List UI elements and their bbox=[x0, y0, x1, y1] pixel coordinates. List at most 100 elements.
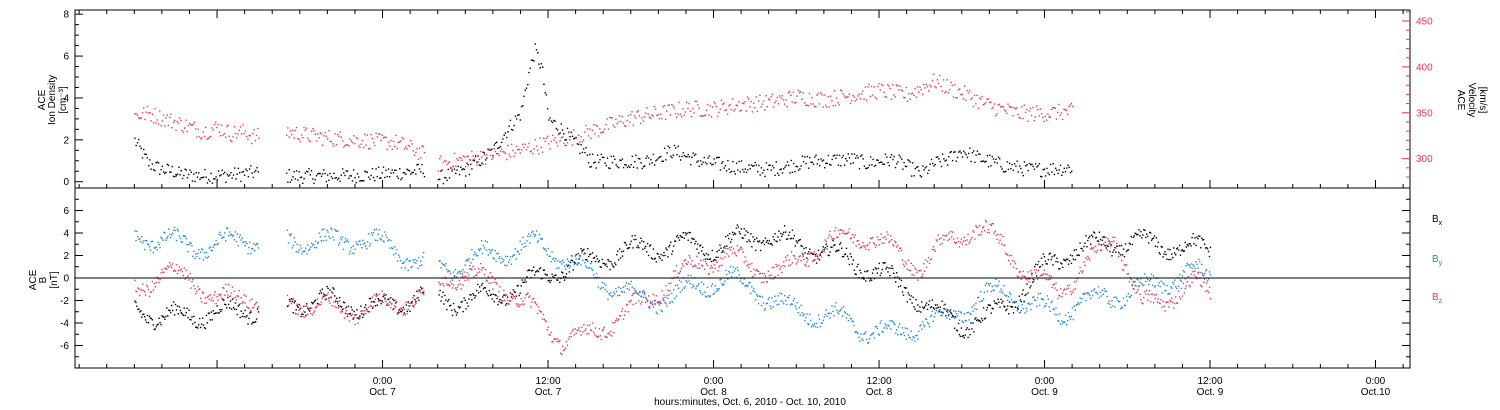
data-point bbox=[175, 173, 177, 176]
data-point bbox=[766, 168, 769, 171]
data-point bbox=[1004, 110, 1007, 112]
data-point bbox=[401, 262, 404, 265]
data-point bbox=[1191, 236, 1193, 239]
data-point bbox=[869, 156, 872, 158]
data-point bbox=[942, 234, 944, 236]
data-point bbox=[851, 99, 853, 102]
data-point bbox=[179, 174, 181, 176]
data-point bbox=[490, 293, 492, 296]
data-point bbox=[238, 236, 240, 238]
data-point bbox=[983, 103, 986, 105]
data-point bbox=[775, 100, 777, 102]
data-point bbox=[658, 304, 660, 306]
data-point bbox=[1092, 246, 1095, 249]
data-point bbox=[398, 308, 401, 311]
data-point bbox=[249, 135, 252, 137]
data-point bbox=[687, 274, 689, 276]
data-point bbox=[1021, 106, 1023, 108]
data-point bbox=[143, 240, 145, 242]
data-point bbox=[377, 298, 379, 300]
top-ylabel-right-2: Velocity bbox=[1466, 83, 1477, 117]
data-point bbox=[909, 337, 911, 339]
data-point bbox=[538, 153, 540, 155]
data-point bbox=[396, 148, 398, 150]
data-point bbox=[291, 179, 293, 181]
data-point bbox=[509, 119, 512, 122]
data-point bbox=[1173, 283, 1175, 285]
data-point bbox=[372, 141, 375, 144]
data-point bbox=[996, 113, 998, 115]
data-point bbox=[536, 269, 539, 272]
data-point bbox=[533, 148, 535, 150]
data-point bbox=[523, 95, 525, 97]
data-point bbox=[718, 156, 720, 159]
data-point bbox=[699, 267, 701, 269]
data-point bbox=[176, 173, 179, 175]
data-point bbox=[1033, 296, 1035, 298]
data-point bbox=[916, 271, 918, 273]
data-point bbox=[940, 311, 942, 313]
data-point bbox=[633, 115, 636, 117]
data-point bbox=[881, 330, 883, 332]
data-point bbox=[534, 235, 536, 238]
data-point bbox=[363, 314, 365, 316]
data-point bbox=[677, 145, 679, 147]
data-point bbox=[553, 257, 555, 259]
data-point bbox=[534, 139, 536, 141]
data-point bbox=[971, 328, 973, 330]
data-point bbox=[837, 101, 839, 104]
data-point bbox=[656, 301, 658, 304]
data-point bbox=[894, 166, 897, 169]
data-point bbox=[1050, 275, 1052, 278]
data-point bbox=[759, 174, 761, 176]
data-point bbox=[657, 302, 659, 304]
data-point bbox=[1070, 102, 1073, 105]
data-point bbox=[1147, 299, 1149, 301]
data-point bbox=[1099, 291, 1102, 294]
data-point bbox=[548, 119, 550, 121]
data-point bbox=[1175, 254, 1177, 256]
data-point bbox=[751, 111, 754, 113]
data-point bbox=[746, 285, 748, 288]
data-point bbox=[243, 241, 245, 243]
data-point bbox=[159, 110, 161, 112]
data-point bbox=[319, 132, 321, 134]
data-point bbox=[519, 119, 521, 121]
data-point bbox=[756, 237, 758, 239]
data-point bbox=[1069, 290, 1072, 293]
data-point bbox=[242, 123, 244, 126]
data-point bbox=[1158, 281, 1160, 284]
data-point bbox=[649, 302, 652, 304]
data-point bbox=[787, 264, 790, 267]
data-point bbox=[1115, 296, 1117, 298]
data-point bbox=[1109, 303, 1111, 305]
data-point bbox=[404, 313, 406, 316]
data-point bbox=[210, 172, 212, 175]
data-point bbox=[457, 271, 460, 273]
data-point bbox=[869, 338, 871, 340]
data-point bbox=[1059, 268, 1061, 270]
data-point bbox=[1019, 271, 1021, 273]
data-point bbox=[1156, 301, 1159, 303]
data-point bbox=[1029, 287, 1031, 289]
data-point bbox=[674, 297, 676, 300]
data-point bbox=[635, 290, 637, 293]
data-point bbox=[357, 317, 359, 319]
data-point bbox=[322, 292, 324, 295]
data-point bbox=[960, 312, 963, 314]
data-point bbox=[845, 317, 848, 319]
data-point bbox=[185, 311, 187, 314]
data-point bbox=[150, 168, 152, 170]
data-point bbox=[797, 258, 799, 261]
data-point bbox=[331, 177, 334, 180]
data-point bbox=[508, 153, 510, 156]
data-point bbox=[719, 279, 721, 281]
data-point bbox=[366, 134, 369, 136]
data-point bbox=[851, 320, 853, 322]
data-point bbox=[602, 262, 604, 265]
data-point bbox=[1169, 299, 1171, 301]
data-point bbox=[815, 262, 818, 264]
data-point bbox=[832, 155, 835, 157]
data-point bbox=[1063, 321, 1065, 323]
data-point bbox=[691, 237, 693, 240]
